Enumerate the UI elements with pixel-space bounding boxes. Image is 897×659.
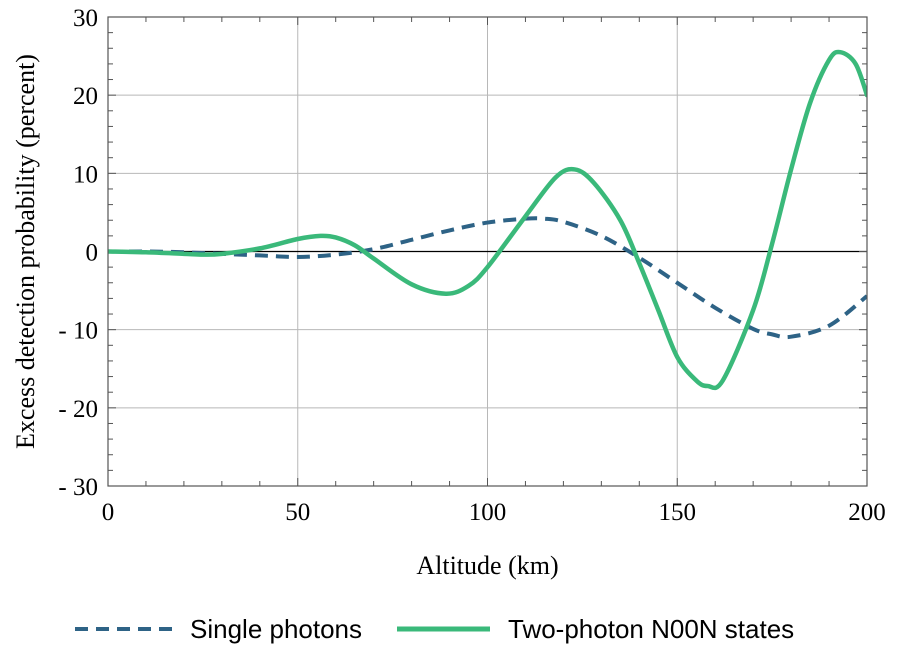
y-axis-label: Excess detection probability (percent) — [11, 54, 40, 449]
series-layer — [108, 49, 867, 391]
x-tick-label: 100 — [469, 499, 507, 526]
legend-label-two-photon-n00n: Two-photon N00N states — [508, 614, 794, 644]
x-tick-label: 0 — [102, 499, 115, 526]
x-axis-label: Altitude (km) — [416, 551, 558, 580]
y-tick-label: 10 — [73, 161, 98, 188]
y-tick-label: 0 — [86, 240, 99, 267]
y-tick-label: 30 — [73, 5, 98, 32]
legend-label-single-photons: Single photons — [190, 614, 362, 644]
x-tick-labels: 0 50 100 150 200 — [102, 499, 886, 526]
y-tick-label: - 20 — [58, 396, 98, 423]
y-tick-label: - 30 — [58, 474, 98, 501]
y-tick-labels: - 30 - 20 - 10 0 10 20 30 — [58, 5, 98, 501]
y-tick-label: 20 — [73, 83, 98, 110]
y-tick-label: - 10 — [58, 318, 98, 345]
series-two-photon-n00n-line — [108, 49, 867, 391]
x-tick-label: 200 — [848, 499, 886, 526]
x-tick-label: 50 — [285, 499, 310, 526]
x-tick-label: 150 — [659, 499, 697, 526]
plot-frame — [107, 16, 868, 487]
legend: Single photons Two-photon N00N states — [75, 614, 794, 644]
